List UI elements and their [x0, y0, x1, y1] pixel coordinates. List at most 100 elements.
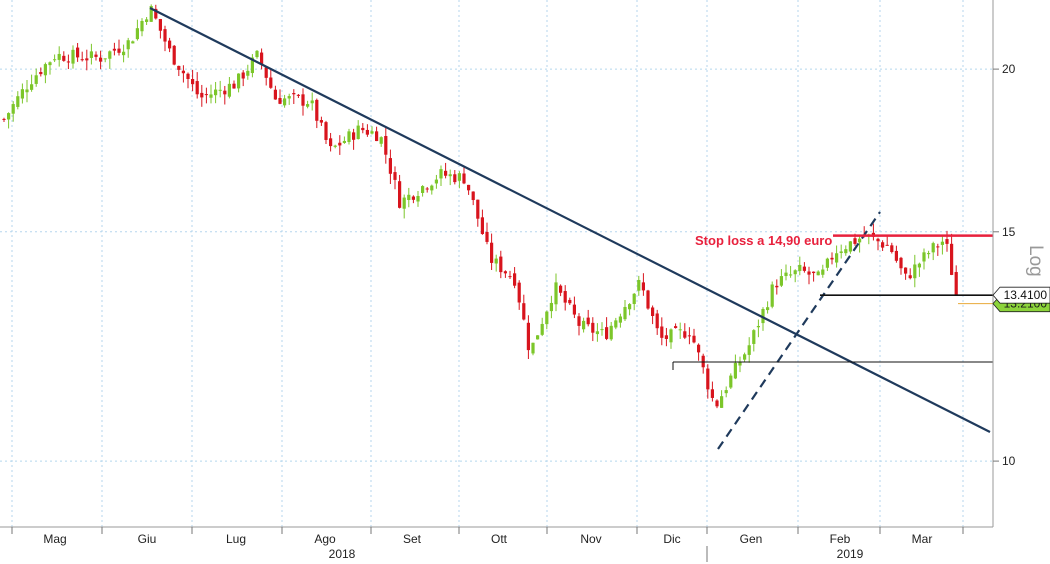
candle-115	[531, 342, 535, 356]
candle-151	[697, 343, 701, 361]
candle-body-46	[214, 89, 218, 96]
candle-body-183	[844, 249, 848, 254]
candle-body-105	[485, 231, 489, 242]
candle-3	[16, 91, 20, 110]
candle-84	[388, 149, 392, 185]
candle-body-19	[89, 51, 93, 58]
candle-body-92	[425, 188, 429, 190]
candle-body-111	[513, 273, 517, 286]
candle-body-56	[260, 52, 264, 65]
candle-164	[756, 319, 760, 338]
candle-109	[503, 270, 507, 278]
rising-dashed-trendline	[717, 211, 881, 450]
candle-body-139	[641, 282, 645, 291]
candle-body-178	[821, 269, 825, 275]
candle-169	[779, 269, 783, 288]
candle-body-196	[904, 267, 908, 274]
candle-body-101	[467, 184, 471, 191]
candle-body-103	[476, 199, 480, 219]
candle-42	[195, 72, 199, 99]
candle-60	[278, 89, 282, 105]
candle-77	[356, 120, 360, 140]
candle-body-29	[135, 28, 139, 40]
candle-body-21	[99, 57, 103, 62]
candle-193	[890, 242, 894, 254]
candle-89	[411, 195, 415, 204]
candle-70	[324, 120, 328, 144]
candle-body-47	[218, 89, 222, 91]
candle-95	[439, 165, 443, 187]
candle-152	[701, 353, 705, 374]
y-tick-label-0: 10	[1002, 454, 1016, 468]
candle-58	[269, 68, 273, 89]
candle-body-68	[315, 99, 319, 121]
candle-159	[733, 354, 737, 380]
candle-50	[232, 80, 236, 89]
candle-94	[434, 174, 438, 189]
x-tick-label-6: Nov	[580, 532, 601, 546]
candle-body-166	[766, 307, 770, 311]
support-price-tag-box	[992, 286, 1050, 304]
candle-37	[172, 44, 176, 66]
candle-173	[798, 256, 802, 276]
candle-body-160	[738, 362, 742, 366]
candle-body-203	[936, 246, 940, 248]
candle-202	[931, 241, 935, 261]
candle-body-37	[172, 45, 176, 65]
candle-body-205	[945, 239, 949, 244]
candle-199	[917, 262, 921, 277]
candle-body-22	[103, 58, 107, 60]
candle-body-41	[191, 78, 195, 85]
candle-body-118	[545, 311, 549, 325]
candle-body-135	[623, 306, 627, 320]
candle-body-70	[324, 122, 328, 140]
candle-150	[692, 328, 696, 344]
candle-172	[793, 269, 797, 283]
candle-171	[789, 265, 793, 278]
candle-158	[729, 373, 733, 390]
x-tick-label-0: Mag	[43, 532, 66, 546]
candle-body-142	[655, 313, 659, 329]
candle-35	[163, 25, 167, 52]
candle-43	[200, 84, 204, 107]
candle-body-195	[899, 257, 903, 269]
candle-body-168	[775, 285, 779, 288]
candle-128	[591, 317, 595, 342]
candle-body-74	[342, 140, 346, 143]
x-tick-label-7: Dic	[663, 532, 680, 546]
candle-body-116	[536, 335, 540, 340]
candle-body-143	[660, 326, 664, 338]
candle-142	[655, 309, 659, 335]
candle-body-14	[66, 61, 70, 63]
candle-18	[85, 49, 89, 71]
candle-111	[513, 267, 517, 289]
candle-8	[39, 67, 43, 77]
candle-64	[296, 94, 300, 99]
candle-body-159	[733, 362, 737, 379]
candle-body-28	[131, 41, 135, 44]
candle-102	[471, 191, 475, 206]
candle-157	[724, 386, 728, 398]
candle-body-11	[53, 59, 57, 61]
candle-33	[154, 4, 158, 20]
candle-79	[365, 124, 369, 137]
candle-178	[821, 264, 825, 278]
candle-32	[149, 4, 153, 22]
candle-body-24	[112, 48, 116, 51]
candle-body-15	[71, 49, 75, 64]
candle-63	[292, 89, 296, 104]
candle-71	[329, 132, 333, 152]
candle-body-104	[480, 217, 484, 234]
candle-body-106	[490, 242, 494, 263]
candle-46	[214, 81, 218, 104]
candle-body-162	[747, 345, 751, 355]
candle-body-109	[503, 271, 507, 274]
candle-114	[526, 315, 530, 360]
candle-body-23	[108, 51, 112, 59]
candle-body-53	[246, 70, 250, 76]
candle-156	[720, 390, 724, 408]
candle-body-10	[48, 62, 52, 66]
stop-loss-annotation: Stop loss a 14,90 euro	[695, 233, 832, 248]
candle-197	[908, 268, 912, 280]
